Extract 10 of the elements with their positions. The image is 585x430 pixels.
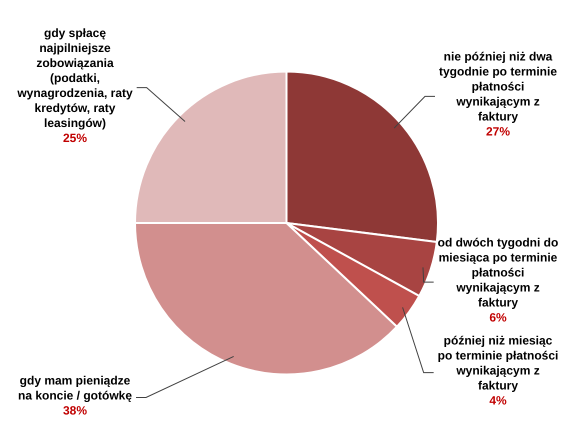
data-label: 27%	[486, 124, 510, 139]
slice-label: gdy spłacę najpilniejsze zobowiązania (podatki, wynagrodzenia, raty kredytów, raty leasingów)	[16, 26, 134, 130]
data-label: 4%	[489, 393, 507, 408]
data-label: 6%	[489, 310, 507, 324]
data-label: 38%	[62, 403, 88, 418]
slice-label: od dwóch tygodni do miesiąca po terminie płatności wynikającym z faktury	[438, 235, 558, 310]
slice-label: gdy mam pieniądze na koncie / gotówkę	[18, 373, 132, 402]
slice-label: nie później niż dwa tygodnie po terminie płatności wynikającym z faktury	[438, 50, 558, 124]
data-label: 25%	[62, 130, 88, 145]
slice-label: później niż miesiąc po terminie płatności wynikającym z faktury	[438, 333, 558, 392]
